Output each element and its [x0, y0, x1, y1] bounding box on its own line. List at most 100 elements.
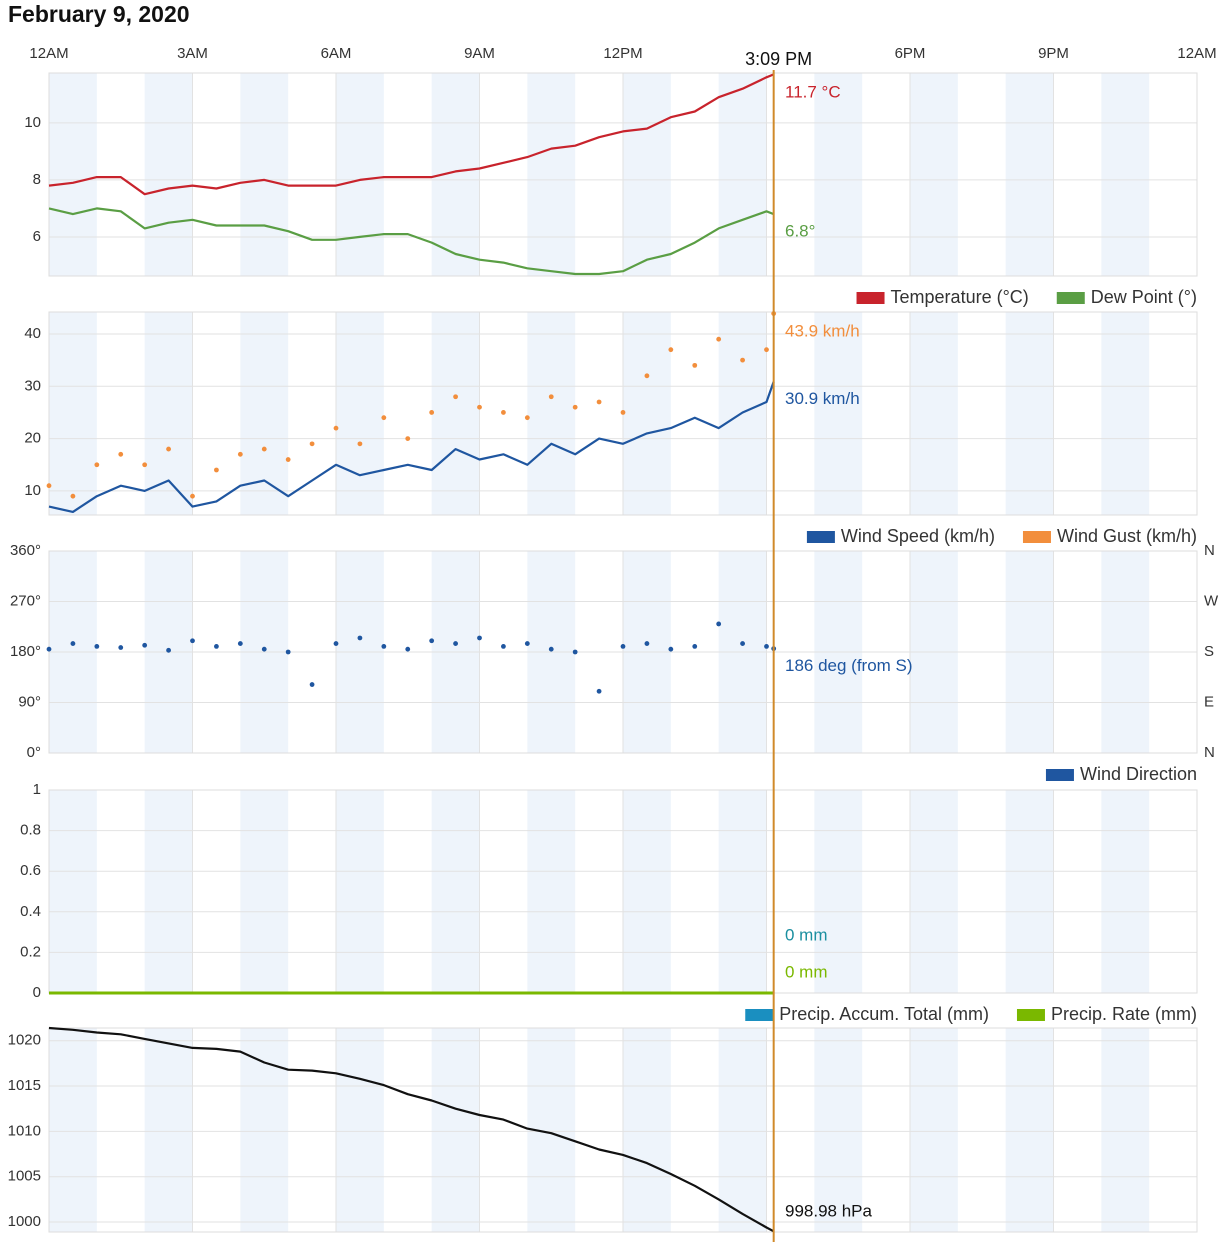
- plot-border: [48, 1027, 1198, 1233]
- stripe: [431, 312, 480, 515]
- stripe: [1005, 73, 1054, 276]
- legend-swatch: [1056, 292, 1085, 304]
- point: [94, 462, 100, 468]
- stripe: [814, 790, 863, 993]
- point: [333, 425, 339, 431]
- readout: 186 deg (from S): [785, 656, 913, 675]
- series-line: [48, 381, 775, 513]
- stripe: [527, 790, 576, 993]
- stripe: [144, 1028, 193, 1232]
- stripe: [718, 73, 767, 276]
- stripe: [1101, 312, 1150, 515]
- y2-tick-label: N: [1204, 542, 1215, 559]
- stripe: [336, 790, 384, 993]
- y-tick-label: 90°: [18, 693, 41, 710]
- legend-swatch: [1045, 769, 1074, 781]
- stripe: [431, 1028, 480, 1232]
- point: [285, 457, 291, 462]
- point: [429, 410, 435, 415]
- point: [214, 643, 219, 649]
- point: [333, 641, 339, 646]
- point: [405, 646, 411, 652]
- y-tick-label: 30: [24, 377, 41, 394]
- legend-label: Wind Direction: [1080, 764, 1197, 784]
- y2-tick-label: S: [1204, 643, 1214, 660]
- point: [166, 446, 171, 452]
- point: [357, 441, 363, 447]
- readout: 43.9 km/h: [785, 321, 860, 340]
- readout: 0 mm: [785, 925, 828, 944]
- stripe: [814, 1028, 863, 1232]
- point: [381, 643, 387, 649]
- point: [261, 446, 267, 452]
- stripe: [814, 73, 863, 276]
- series-line: [48, 1026, 775, 1233]
- cursor-label: 3:09 PM: [745, 49, 812, 69]
- point: [381, 415, 387, 421]
- point: [118, 645, 124, 650]
- x-tick-label: 9PM: [1038, 45, 1069, 62]
- stripe: [240, 790, 289, 993]
- legend-swatch: [856, 292, 885, 304]
- point: [501, 643, 506, 649]
- y2-tick-label: N: [1204, 744, 1215, 761]
- plot-border: [48, 550, 1198, 754]
- y-tick-label: 1000: [8, 1213, 41, 1230]
- y-tick-label: 0.2: [20, 943, 41, 960]
- y-tick-label: 1015: [8, 1077, 41, 1094]
- stripe: [1005, 1028, 1054, 1232]
- point: [429, 638, 435, 644]
- stripe: [910, 1028, 958, 1232]
- stripe: [527, 73, 576, 276]
- y-tick-label: 360°: [10, 542, 41, 559]
- point: [501, 410, 506, 415]
- stripe: [1005, 790, 1054, 993]
- point: [548, 646, 554, 652]
- x-tick-label: 12AM: [1177, 45, 1216, 62]
- x-tick-label: 9AM: [464, 45, 495, 62]
- point: [524, 415, 530, 421]
- stripe: [1101, 1028, 1150, 1232]
- y-tick-label: 0: [33, 984, 41, 1001]
- point: [285, 649, 291, 655]
- point: [309, 682, 315, 687]
- y-tick-label: 270°: [10, 592, 41, 609]
- y-tick-label: 1020: [8, 1032, 41, 1049]
- point: [620, 410, 626, 415]
- x-tick-label: 3AM: [177, 45, 208, 62]
- point: [477, 635, 482, 641]
- stripe: [336, 312, 384, 515]
- stripe: [431, 790, 480, 993]
- stripe: [718, 790, 767, 993]
- stripe: [49, 73, 97, 276]
- stripe: [336, 1028, 384, 1232]
- series-line: [48, 207, 775, 276]
- point: [716, 336, 722, 342]
- legend-swatch: [1016, 1009, 1045, 1021]
- y-tick-label: 10: [24, 114, 41, 131]
- stripe: [240, 1028, 289, 1232]
- x-tick-label: 12AM: [29, 45, 68, 62]
- readout: 6.8°: [785, 222, 815, 241]
- point: [142, 642, 148, 648]
- page-title: February 9, 2020: [8, 1, 190, 27]
- stripe: [336, 73, 384, 276]
- point: [692, 643, 698, 649]
- readout: 0 mm: [785, 962, 828, 981]
- stripe: [718, 1028, 767, 1232]
- stripe: [144, 312, 193, 515]
- stripe: [1005, 312, 1054, 515]
- legend-label: Precip. Rate (mm): [1051, 1004, 1197, 1024]
- y-tick-label: 6: [33, 228, 41, 245]
- point: [46, 483, 52, 489]
- readout: 998.98 hPa: [785, 1201, 873, 1220]
- y2-tick-label: W: [1204, 592, 1219, 609]
- y-tick-label: 1: [33, 781, 41, 798]
- readout: 30.9 km/h: [785, 389, 860, 408]
- point: [309, 441, 315, 447]
- stripe: [1101, 73, 1150, 276]
- point: [261, 646, 267, 652]
- plot-border: [48, 72, 1198, 277]
- point: [572, 404, 578, 410]
- x-tick-label: 12PM: [603, 45, 642, 62]
